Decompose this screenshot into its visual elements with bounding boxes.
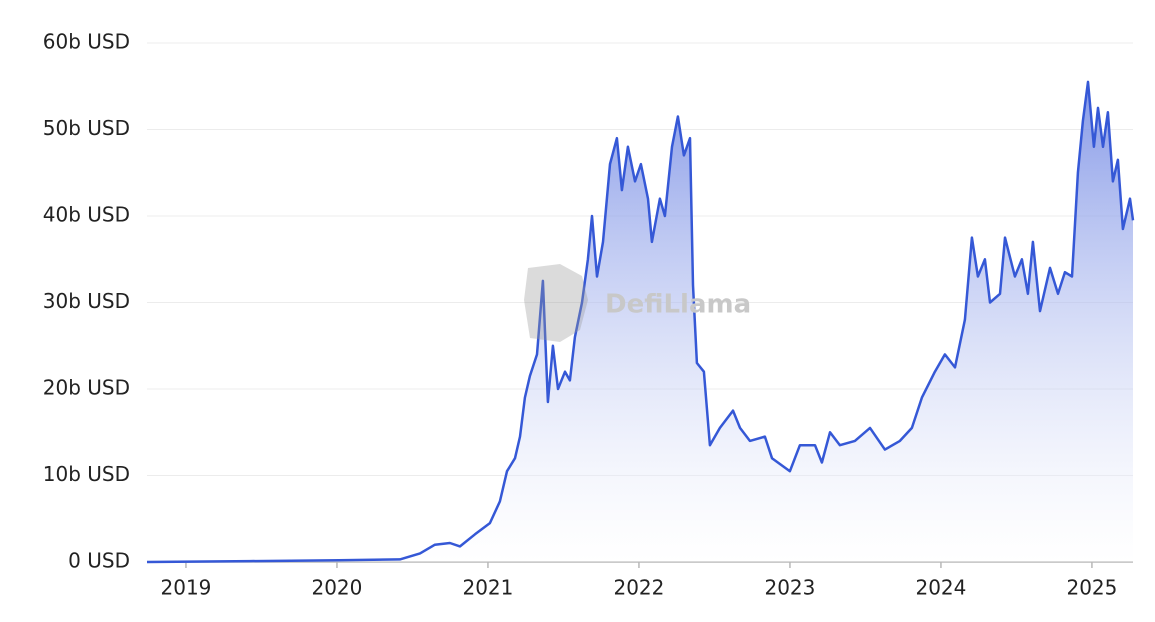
watermark-logo bbox=[524, 264, 588, 342]
y-tick-label: 20b USD bbox=[43, 376, 130, 400]
y-tick-label: 40b USD bbox=[43, 203, 130, 227]
y-tick-label: 30b USD bbox=[43, 289, 130, 313]
x-tick-label: 2020 bbox=[311, 576, 362, 600]
x-tick-label: 2022 bbox=[613, 576, 664, 600]
x-tick-label: 2024 bbox=[915, 576, 966, 600]
x-tick-label: 2019 bbox=[161, 576, 212, 600]
x-tick-label: 2025 bbox=[1066, 576, 1117, 600]
line bbox=[146, 80, 1135, 564]
x-tick-label: 2023 bbox=[764, 576, 815, 600]
x-tick-label: 2021 bbox=[462, 576, 513, 600]
y-tick-label: 10b USD bbox=[43, 462, 130, 486]
area-fill bbox=[147, 81, 1133, 563]
watermark: DefiLlama bbox=[605, 290, 751, 320]
y-tick-label: 0 USD bbox=[68, 549, 130, 573]
y-tick-label: 60b USD bbox=[43, 30, 130, 54]
y-tick-label: 50b USD bbox=[43, 116, 130, 140]
